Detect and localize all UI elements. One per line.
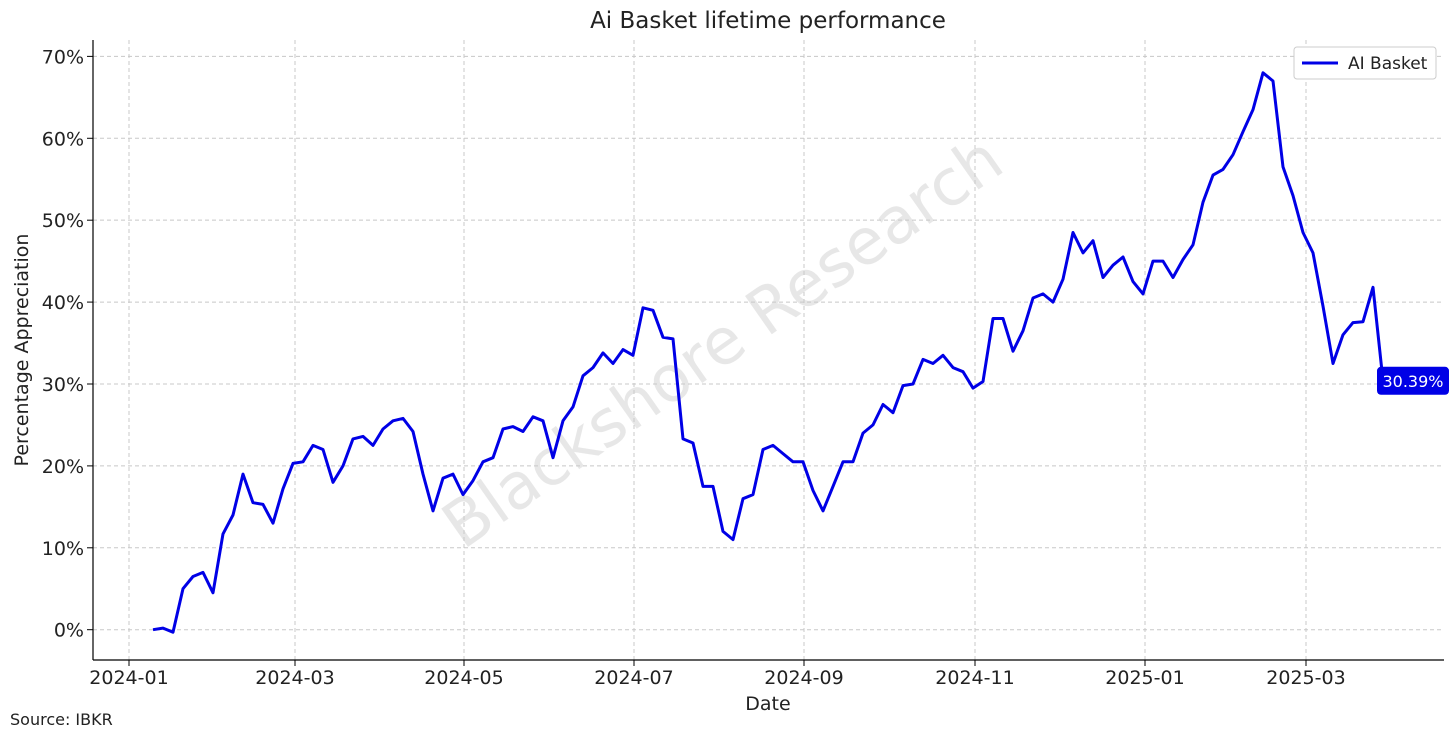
x-tick-label: 2024-01 (89, 667, 168, 689)
y-axis-label: Percentage Appreciation (11, 234, 33, 467)
x-tick-label: 2025-03 (1266, 667, 1345, 689)
legend-box (1293, 46, 1437, 80)
x-tick-label: 2024-03 (255, 667, 334, 689)
data-line (152, 71, 1385, 634)
y-tick-label: 10% (42, 538, 84, 560)
y-tick-label: 60% (42, 128, 84, 150)
y-tick-label: 40% (42, 292, 84, 314)
x-tick-label: 2025-01 (1105, 667, 1184, 689)
end-label-text: 30.39% (1382, 372, 1443, 391)
watermark: Blackshore Research (430, 122, 1017, 564)
y-tick-label: 30% (42, 374, 84, 396)
source-note: Source: IBKR (10, 710, 113, 729)
x-tick-label: 2024-09 (764, 667, 843, 689)
x-axis-label: Date (745, 693, 790, 715)
legend-label: AI Basket (1348, 54, 1428, 74)
x-tick-label: 2024-05 (424, 667, 503, 689)
x-tick-label: 2024-11 (935, 667, 1014, 689)
y-tick-label: 0% (54, 620, 84, 642)
end-label-box (1377, 366, 1449, 395)
x-tick-label: 2024-07 (594, 667, 673, 689)
y-tick-label: 20% (42, 456, 84, 478)
chart-title: Ai Basket lifetime performance (590, 8, 946, 34)
y-tick-label: 70% (42, 46, 84, 68)
end-label: 30.39% (1377, 366, 1449, 395)
y-tick-label: 50% (42, 210, 84, 232)
